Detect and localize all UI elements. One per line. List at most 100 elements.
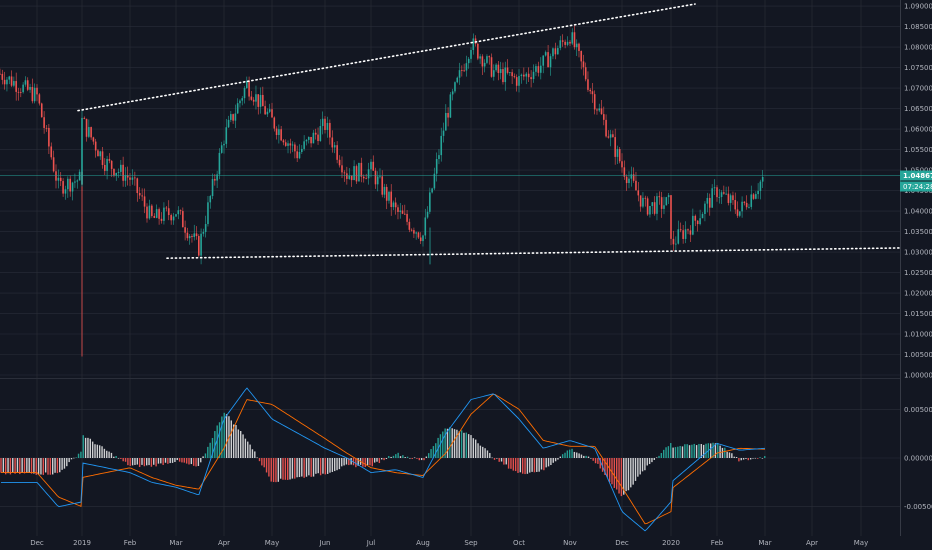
candle-body [372,161,375,171]
histogram-bar [341,458,343,467]
trendlines[interactable] [77,3,901,259]
candle-body [397,207,399,212]
signal-line [1,393,765,525]
histogram-bar [185,458,188,464]
candle-body [745,202,748,208]
histogram-bar [56,458,59,474]
candle-body [94,141,97,151]
candle-body [701,213,704,219]
histogram-bar [296,458,298,478]
histogram-bar [726,451,728,458]
histogram-bar [103,448,106,458]
histogram-bar [289,458,291,480]
histogram-bar [343,458,345,466]
histogram-bar [303,458,305,478]
histogram-bar [526,458,529,474]
price-tick-label: 1.00500 [904,351,932,359]
histogram-bar [21,458,23,474]
histogram-bar [674,447,677,458]
histogram-bar [308,458,310,476]
candle-body [451,91,454,95]
histogram-bar [411,458,413,459]
trendline[interactable] [166,247,901,259]
histogram-bar [695,445,698,458]
candle-body [246,81,248,89]
candle-body [193,233,196,238]
candle-body [419,237,422,242]
histogram-bar [108,451,110,458]
histogram-bar [26,458,28,474]
histogram-bar [49,458,52,475]
histogram-bar [449,427,451,458]
histogram-bar [533,458,536,473]
histogram-bar [728,452,731,458]
histogram-bar [735,457,738,458]
histogram-bar [155,458,157,467]
histogram-bar [613,458,616,488]
candle-body [670,210,672,239]
time-tick-label: Sep [464,539,478,547]
candle-body [383,186,386,195]
histogram-bar [578,453,580,458]
time-axis[interactable]: Dec 2019 Feb Mar Apr May Jun Jul Aug Sep Oct Nov Dec… [30,539,868,547]
candle-body [131,177,134,180]
candle-body [379,176,381,178]
histogram-bar [141,458,143,465]
histogram-bar [305,458,308,477]
candle-body [319,126,322,142]
histogram-bar [115,456,117,458]
time-tick-label: May [854,539,868,547]
candle-body [687,229,689,231]
candle-body [374,170,377,185]
candle-body [69,178,71,192]
candle-body [535,66,537,72]
candle-body [552,48,554,57]
candle-body [718,196,721,198]
histogram-bar [0,458,2,473]
histogram-bar [486,450,489,458]
candle-body [234,113,237,121]
histogram-bar [740,458,742,461]
candle-body [554,48,557,55]
histogram-bar [157,458,160,464]
histogram-bar [599,458,601,469]
candle-body [326,122,329,130]
candle-body [83,117,86,119]
candle-body [704,203,706,214]
candle-body [424,217,427,236]
candle-body [179,210,182,212]
histogram-bar [240,431,242,458]
candle-body [29,87,31,90]
candle-body [126,175,129,178]
histogram-bar [37,458,40,475]
histogram-bar [129,458,131,466]
candle-body [607,136,610,138]
candle-body [461,70,463,71]
candle-body [635,180,637,191]
histogram-bar [604,458,606,475]
candle-body [675,243,677,245]
histogram-bar [209,442,211,458]
candle-body [136,178,139,194]
candle-body [739,211,741,216]
candle-body [603,114,605,120]
candle-body [578,43,580,51]
histogram-bar [719,445,721,458]
candle-body [175,214,177,217]
trendline[interactable] [77,3,696,112]
histogram-bar [618,458,620,494]
price-tick-label: 1.05500 [904,146,932,154]
histogram-bar [223,412,225,458]
candle-body [370,161,372,170]
last-price-value: 1.04867 [903,172,932,180]
histogram-bar [319,458,322,476]
histogram-bar [150,458,153,467]
candle-body [343,172,346,174]
candle-body [465,63,468,71]
histogram-bar [425,456,428,458]
candle-body [236,103,239,114]
histogram-bar [507,458,510,469]
histogram-bar [561,454,564,458]
